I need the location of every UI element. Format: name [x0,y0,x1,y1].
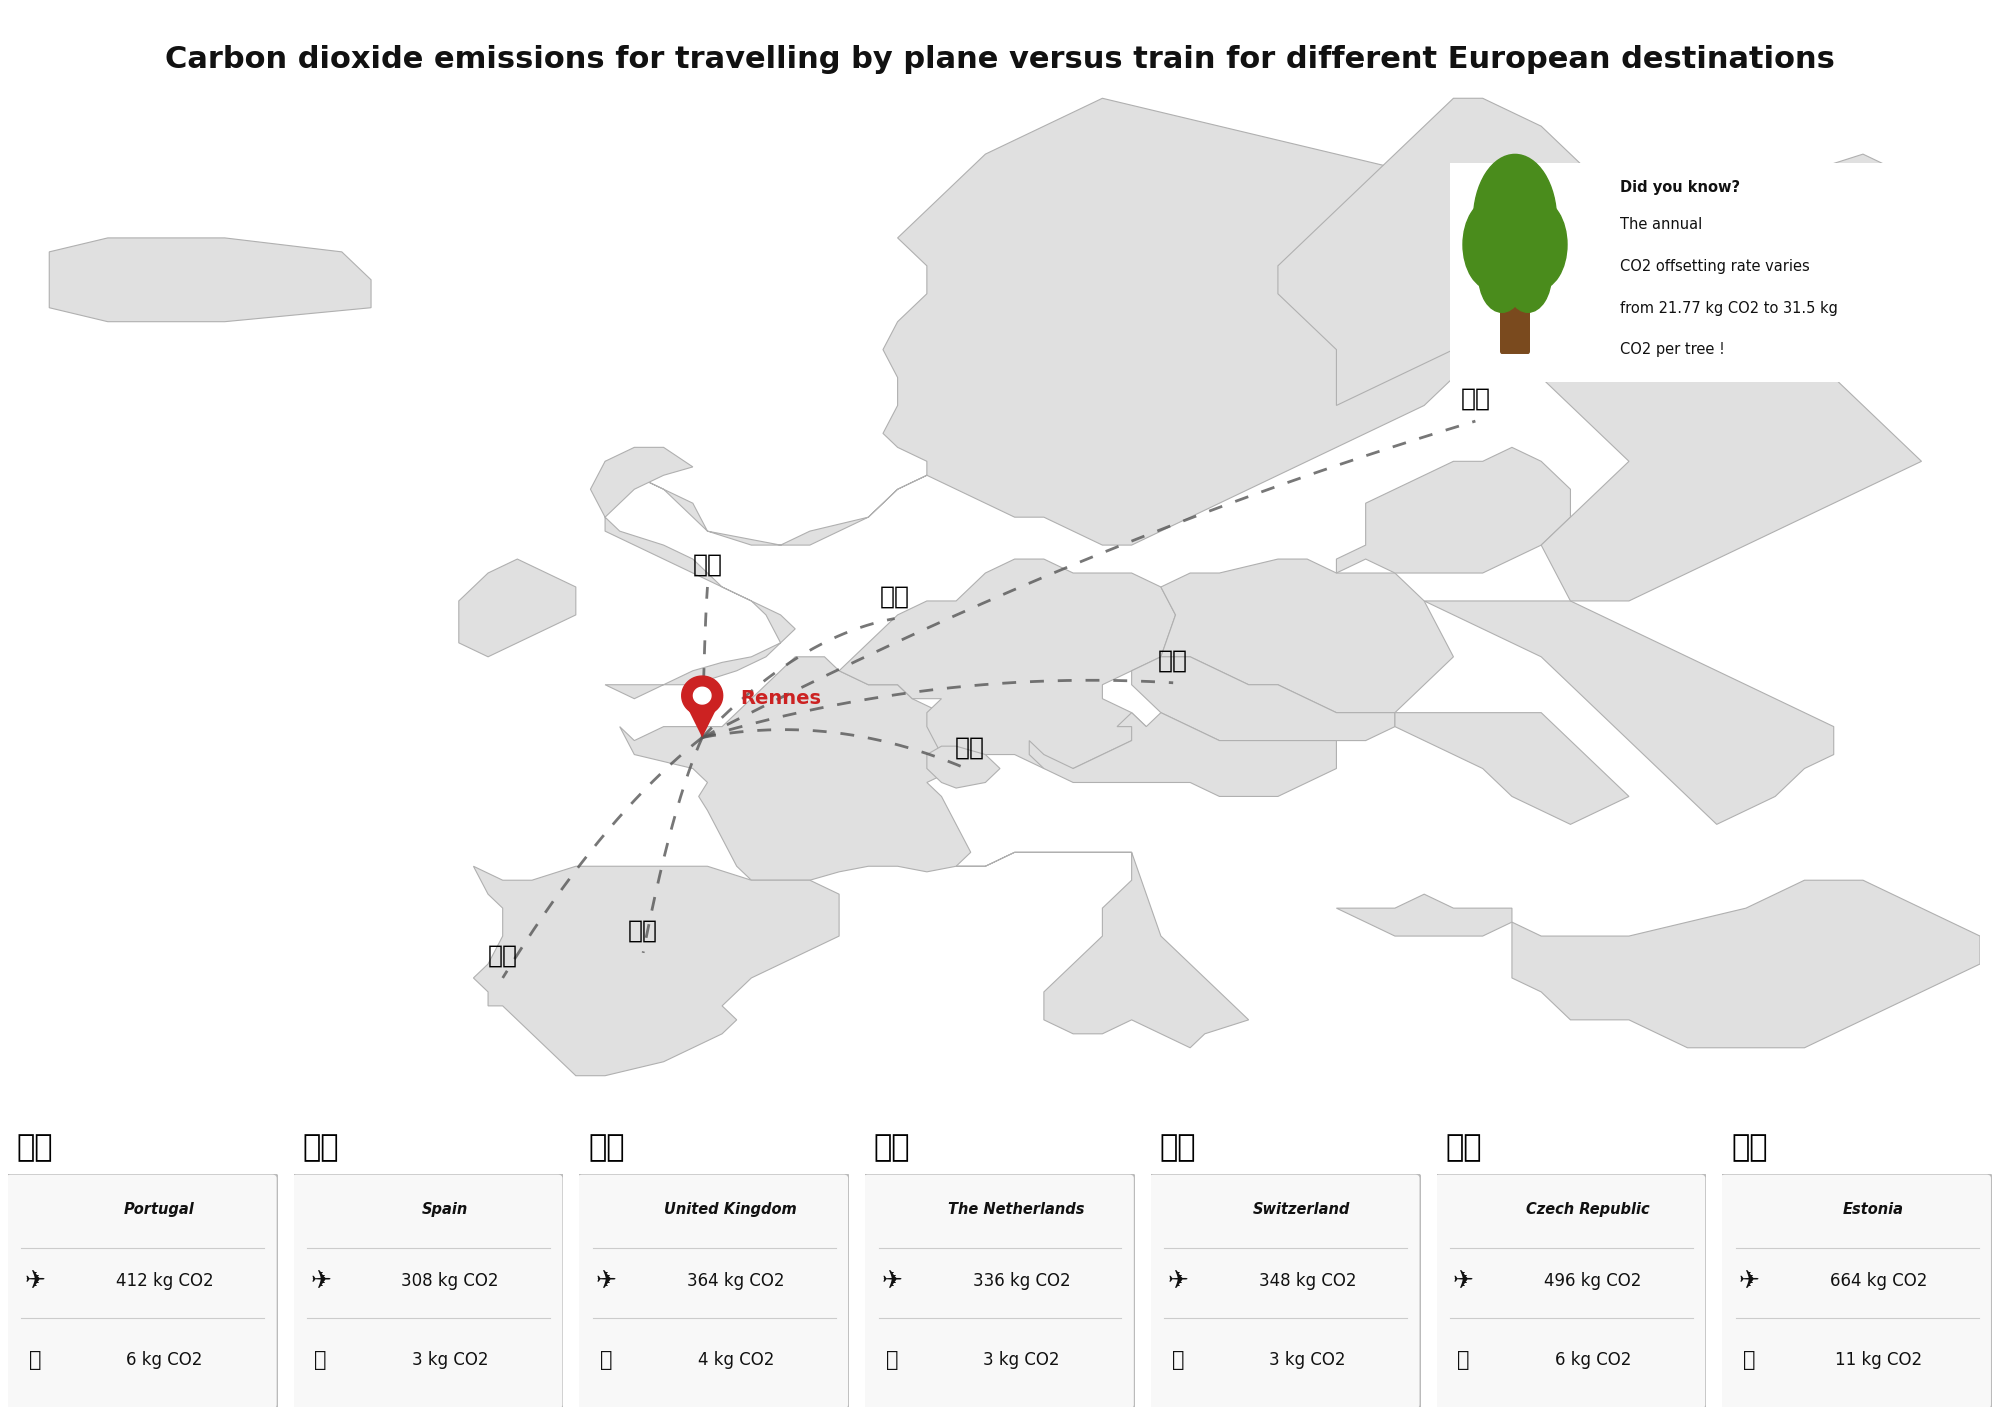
Text: United Kingdom: United Kingdom [664,1202,796,1216]
Circle shape [1478,239,1526,312]
Polygon shape [474,867,840,1076]
FancyBboxPatch shape [576,1174,850,1410]
FancyBboxPatch shape [862,1174,1134,1410]
Text: 3 kg CO2: 3 kg CO2 [1270,1352,1346,1369]
Text: CO2 per tree !: CO2 per tree ! [1620,342,1724,358]
Polygon shape [458,559,576,656]
Circle shape [1504,239,1552,312]
Text: 412 kg CO2: 412 kg CO2 [116,1273,214,1290]
Circle shape [1510,199,1568,290]
Text: Czech Republic: Czech Republic [1526,1202,1650,1216]
Text: 3 kg CO2: 3 kg CO2 [412,1352,488,1369]
Text: Portugal: Portugal [124,1202,194,1216]
Text: 3 kg CO2: 3 kg CO2 [984,1352,1060,1369]
Text: 6 kg CO2: 6 kg CO2 [126,1352,202,1369]
Text: 🚆: 🚆 [314,1350,326,1370]
Text: 🇪🇸: 🇪🇸 [302,1133,338,1162]
Text: Rennes: Rennes [740,689,822,708]
FancyBboxPatch shape [1434,1174,1706,1410]
Text: 🚆: 🚆 [1744,1350,1756,1370]
Text: 🚆: 🚆 [1458,1350,1470,1370]
Polygon shape [1482,154,1922,601]
Text: 496 kg CO2: 496 kg CO2 [1544,1273,1642,1290]
FancyBboxPatch shape [1500,291,1530,354]
Text: Carbon dioxide emissions for travelling by plane versus train for different Euro: Carbon dioxide emissions for travelling … [166,45,1834,75]
Circle shape [1474,154,1556,286]
FancyBboxPatch shape [6,1174,278,1410]
Text: 🇨🇭: 🇨🇭 [1160,1133,1196,1162]
Text: 6 kg CO2: 6 kg CO2 [1554,1352,1632,1369]
Text: 🇪🇸: 🇪🇸 [628,919,658,943]
Polygon shape [1132,656,1394,741]
Text: Did you know?: Did you know? [1620,180,1740,195]
Polygon shape [606,99,1570,546]
Polygon shape [1424,601,1834,824]
Text: 🚆: 🚆 [600,1350,612,1370]
Text: ✈: ✈ [882,1268,902,1292]
Polygon shape [1336,447,1570,573]
Polygon shape [1336,894,1512,936]
Polygon shape [694,687,710,704]
Polygon shape [620,656,986,880]
FancyBboxPatch shape [1434,156,1996,389]
Text: 🚆: 🚆 [886,1350,898,1370]
Polygon shape [682,676,722,715]
Polygon shape [690,711,716,738]
Text: 11 kg CO2: 11 kg CO2 [1836,1352,1922,1369]
Circle shape [1482,204,1548,305]
Text: 🇨🇿: 🇨🇿 [1446,1133,1482,1162]
Text: 🇨🇭: 🇨🇭 [954,735,984,759]
Text: 🇳🇱: 🇳🇱 [880,584,910,608]
Text: The Netherlands: The Netherlands [948,1202,1084,1216]
Text: 🚆: 🚆 [1172,1350,1184,1370]
Text: The annual: The annual [1620,218,1702,232]
Text: 664 kg CO2: 664 kg CO2 [1830,1273,1928,1290]
Text: ✈: ✈ [1454,1268,1474,1292]
Text: from 21.77 kg CO2 to 31.5 kg: from 21.77 kg CO2 to 31.5 kg [1620,301,1838,315]
Text: 🇳🇱: 🇳🇱 [874,1133,910,1162]
Text: ✈: ✈ [24,1268,46,1292]
Text: 🇵🇹: 🇵🇹 [488,943,518,967]
Text: 🚆: 🚆 [28,1350,42,1370]
Text: 336 kg CO2: 336 kg CO2 [972,1273,1070,1290]
Polygon shape [50,238,372,321]
Text: CO2 offsetting rate varies: CO2 offsetting rate varies [1620,259,1810,274]
Text: Estonia: Estonia [1842,1202,1904,1216]
FancyBboxPatch shape [1720,1174,1992,1410]
Text: ✈: ✈ [1168,1268,1188,1292]
Text: 🇬🇧: 🇬🇧 [588,1133,624,1162]
Text: 🇵🇹: 🇵🇹 [16,1133,54,1162]
Text: 4 kg CO2: 4 kg CO2 [698,1352,774,1369]
Text: 🇬🇧: 🇬🇧 [692,553,722,577]
Text: 🇨🇿: 🇨🇿 [1158,649,1188,673]
Polygon shape [1278,99,1600,406]
FancyBboxPatch shape [292,1174,564,1410]
Polygon shape [1394,713,1628,824]
Text: 348 kg CO2: 348 kg CO2 [1258,1273,1356,1290]
Text: ✈: ✈ [310,1268,332,1292]
Text: Spain: Spain [422,1202,468,1216]
Text: 🇪🇪: 🇪🇪 [1460,387,1490,410]
Text: ✈: ✈ [1738,1268,1760,1292]
Polygon shape [1030,713,1336,796]
Circle shape [1464,199,1520,290]
Text: Switzerland: Switzerland [1254,1202,1350,1216]
Text: 364 kg CO2: 364 kg CO2 [688,1273,784,1290]
FancyBboxPatch shape [1148,1174,1420,1410]
Polygon shape [840,559,1176,769]
Polygon shape [1160,559,1454,713]
Polygon shape [1512,880,1980,1048]
Text: 🇪🇪: 🇪🇪 [1732,1133,1768,1162]
Text: 308 kg CO2: 308 kg CO2 [402,1273,498,1290]
Polygon shape [956,853,1248,1048]
Text: ✈: ✈ [596,1268,616,1292]
Polygon shape [926,747,1000,788]
Polygon shape [590,447,796,699]
